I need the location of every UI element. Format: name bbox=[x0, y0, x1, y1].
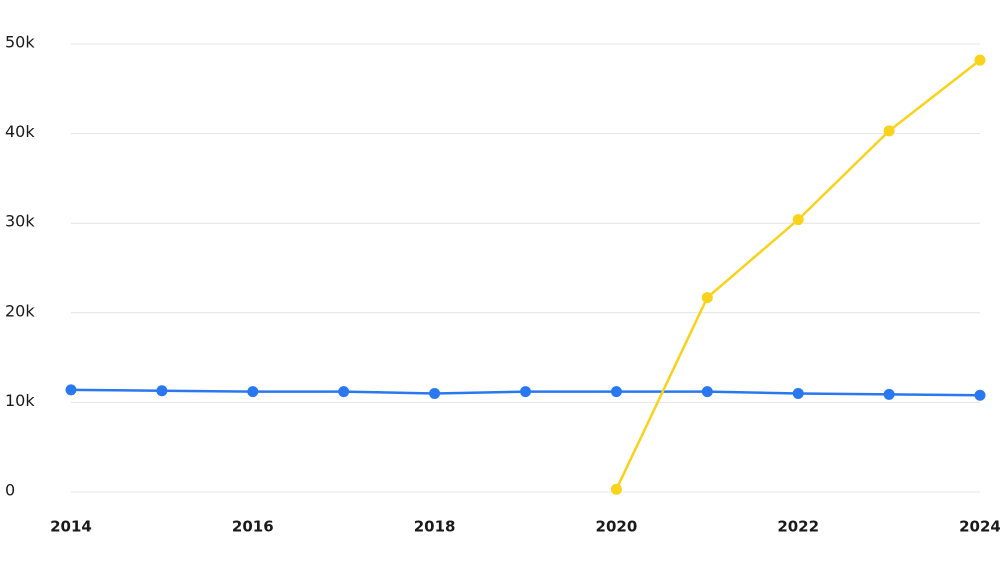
data-point bbox=[156, 385, 168, 397]
data-point bbox=[610, 483, 622, 495]
data-point bbox=[792, 387, 804, 399]
y-tick-label: 30k bbox=[5, 212, 35, 231]
x-tick-label: 2022 bbox=[777, 518, 819, 536]
x-tick-label: 2024 bbox=[959, 518, 1000, 536]
data-point bbox=[520, 386, 531, 398]
series-line bbox=[615, 59, 981, 490]
data-point bbox=[429, 387, 441, 399]
data-point bbox=[792, 214, 804, 226]
y-tick-label: 20k bbox=[5, 301, 35, 320]
data-point bbox=[701, 292, 713, 304]
data-point bbox=[701, 386, 713, 398]
y-tick-label: 10k bbox=[5, 391, 35, 410]
data-point bbox=[883, 125, 895, 137]
y-tick-label: 0 bbox=[5, 481, 15, 500]
data-point bbox=[974, 389, 986, 401]
data-point bbox=[338, 386, 350, 398]
y-tick-label: 40k bbox=[5, 122, 35, 141]
x-tick-label: 2018 bbox=[414, 518, 456, 536]
y-tick-label: 50k bbox=[5, 33, 35, 52]
data-point bbox=[610, 386, 622, 398]
x-tick-label: 2014 bbox=[50, 518, 92, 536]
data-point bbox=[883, 388, 895, 400]
data-point bbox=[65, 384, 77, 396]
x-tick-label: 2016 bbox=[232, 518, 274, 536]
data-point bbox=[974, 54, 986, 66]
data-point bbox=[247, 386, 259, 398]
x-tick-label: 2020 bbox=[596, 518, 638, 536]
